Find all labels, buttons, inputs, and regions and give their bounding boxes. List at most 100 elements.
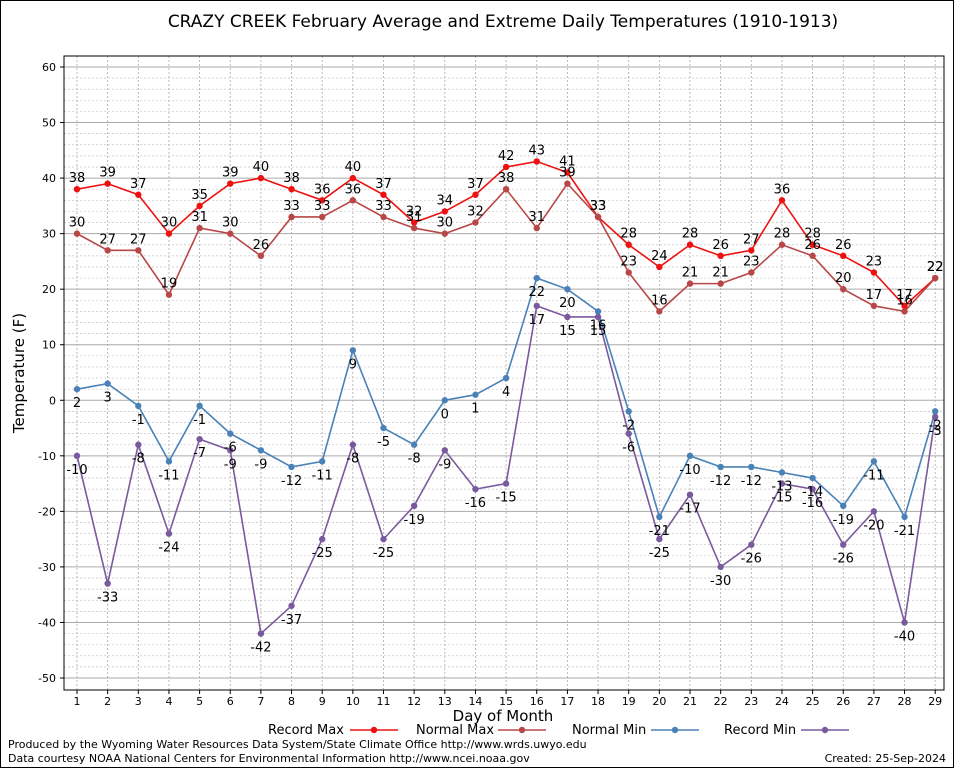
data-point — [165, 291, 173, 298]
data-label: 26 — [253, 238, 270, 253]
x-tick-label: 20 — [652, 695, 666, 708]
data-point — [809, 485, 816, 493]
x-tick-label: 19 — [622, 695, 636, 708]
data-label: 36 — [314, 182, 331, 197]
data-point — [901, 513, 908, 521]
chart-title: CRAZY CREEK February Average and Extreme… — [168, 12, 838, 32]
legend-label: Record Min — [724, 723, 796, 738]
data-point — [625, 408, 632, 415]
data-point — [656, 263, 663, 271]
data-label: -17 — [679, 502, 700, 517]
data-point — [472, 391, 479, 398]
data-point — [840, 541, 847, 548]
data-point — [870, 302, 878, 310]
data-label: -25 — [649, 546, 670, 561]
x-tick-label: 27 — [867, 695, 881, 708]
data-label: -11 — [158, 468, 179, 483]
legend-marker — [671, 726, 679, 734]
x-tick-label: 18 — [591, 695, 605, 708]
footer-created: Created: 25-Sep-2024 — [825, 752, 946, 765]
legend-label: Normal Max — [416, 723, 494, 738]
data-point — [73, 452, 81, 460]
legend-label: Record Max — [268, 723, 344, 738]
x-tick-label: 8 — [288, 695, 295, 708]
data-point — [380, 535, 387, 543]
legend-marker — [821, 726, 829, 734]
y-tick-label: 20 — [42, 283, 56, 296]
data-label: -20 — [863, 518, 884, 533]
data-point — [564, 169, 571, 176]
data-point — [257, 630, 265, 637]
x-tick-label: 6 — [227, 695, 234, 708]
data-point — [472, 219, 479, 226]
data-label: -9 — [438, 457, 451, 472]
data-point — [410, 441, 418, 448]
data-label: 40 — [253, 160, 270, 175]
data-point — [778, 197, 786, 204]
data-point — [594, 213, 602, 221]
data-label: -40 — [894, 629, 915, 644]
data-point — [196, 402, 203, 410]
y-tick-label: -50 — [38, 672, 56, 685]
y-tick-label: 10 — [42, 339, 56, 352]
x-tick-label: 21 — [683, 695, 697, 708]
data-point — [625, 241, 632, 248]
data-point — [502, 374, 510, 382]
data-label: -26 — [833, 552, 854, 567]
data-label: 23 — [866, 255, 883, 270]
x-tick-label: 9 — [319, 695, 326, 708]
x-tick-label: 5 — [196, 695, 203, 708]
data-label: 36 — [774, 182, 791, 197]
data-point — [410, 219, 418, 226]
data-point — [227, 180, 234, 187]
y-tick-label: 0 — [49, 394, 56, 407]
y-axis-label: Temperature (F) — [10, 313, 28, 434]
data-label: 1 — [471, 402, 479, 417]
data-point — [656, 535, 663, 543]
data-label: 22 — [927, 260, 944, 275]
plot-frame — [63, 55, 945, 691]
data-label: -42 — [250, 641, 271, 656]
data-point — [73, 385, 81, 393]
data-point — [349, 441, 357, 448]
data-point — [901, 308, 908, 315]
data-label: 30 — [222, 216, 239, 231]
data-point — [441, 447, 448, 454]
data-point — [594, 313, 602, 321]
data-point — [410, 502, 418, 510]
data-label: 9 — [349, 357, 357, 372]
data-point — [227, 447, 234, 454]
data-label: -1 — [132, 413, 145, 428]
data-label: 39 — [99, 166, 116, 181]
data-label: -12 — [741, 474, 762, 489]
data-point — [778, 480, 786, 487]
data-label: 38 — [498, 171, 515, 186]
data-point — [932, 274, 939, 282]
data-point — [870, 458, 878, 465]
data-label: 28 — [682, 227, 699, 242]
data-point — [410, 224, 418, 232]
data-label: 20 — [559, 296, 576, 311]
data-label: 23 — [620, 255, 637, 270]
y-tick-label: -30 — [38, 561, 56, 574]
data-point — [932, 408, 939, 415]
data-point — [717, 463, 724, 471]
data-point — [870, 269, 878, 276]
data-point — [717, 252, 724, 260]
data-label: 27 — [99, 232, 116, 247]
data-label: -8 — [132, 452, 145, 467]
data-point — [809, 252, 816, 260]
data-label: -12 — [281, 474, 302, 489]
x-tick-label: 10 — [346, 695, 360, 708]
data-point — [809, 241, 816, 248]
data-label: -21 — [649, 524, 670, 539]
data-point — [625, 269, 632, 276]
data-point — [533, 274, 540, 282]
data-point — [288, 213, 295, 221]
data-point — [227, 430, 234, 437]
data-point — [472, 191, 479, 198]
data-label: -5 — [377, 435, 390, 450]
data-point — [840, 285, 847, 293]
